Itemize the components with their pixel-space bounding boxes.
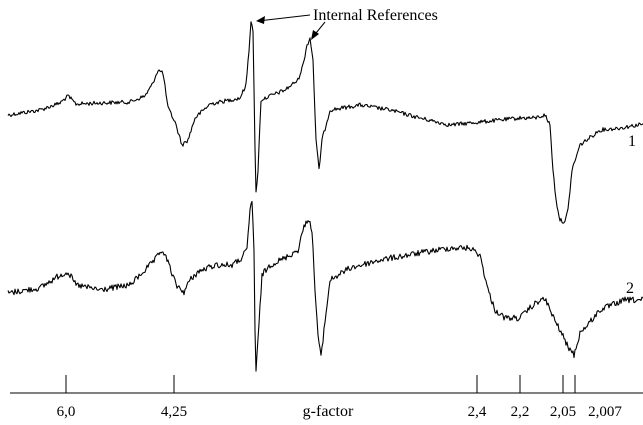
annotation-internal-references: Internal References	[313, 7, 438, 24]
annotation-arrowhead-1	[256, 16, 265, 24]
x-tick-label: 2,2	[511, 404, 530, 420]
x-tick-label: 2,4	[468, 404, 487, 420]
x-tick-label: 2,007	[588, 404, 622, 420]
series-label-2: 2	[626, 280, 634, 297]
spectrum-trace-2	[7, 200, 643, 372]
annotation-arrow-1	[257, 14, 311, 22]
x-axis-ticks: 6,0 4,25 2,4 2,2 2,05 2,007	[57, 375, 622, 420]
spectrum-trace-1	[7, 21, 643, 224]
series-label-1: 1	[628, 133, 636, 150]
x-tick-label: 2,05	[550, 404, 576, 420]
x-tick-label: 6,0	[57, 404, 76, 420]
x-axis-title: g-factor	[303, 403, 354, 420]
x-tick-label: 4,25	[161, 404, 187, 420]
annotation-arrowhead-2	[311, 30, 319, 40]
